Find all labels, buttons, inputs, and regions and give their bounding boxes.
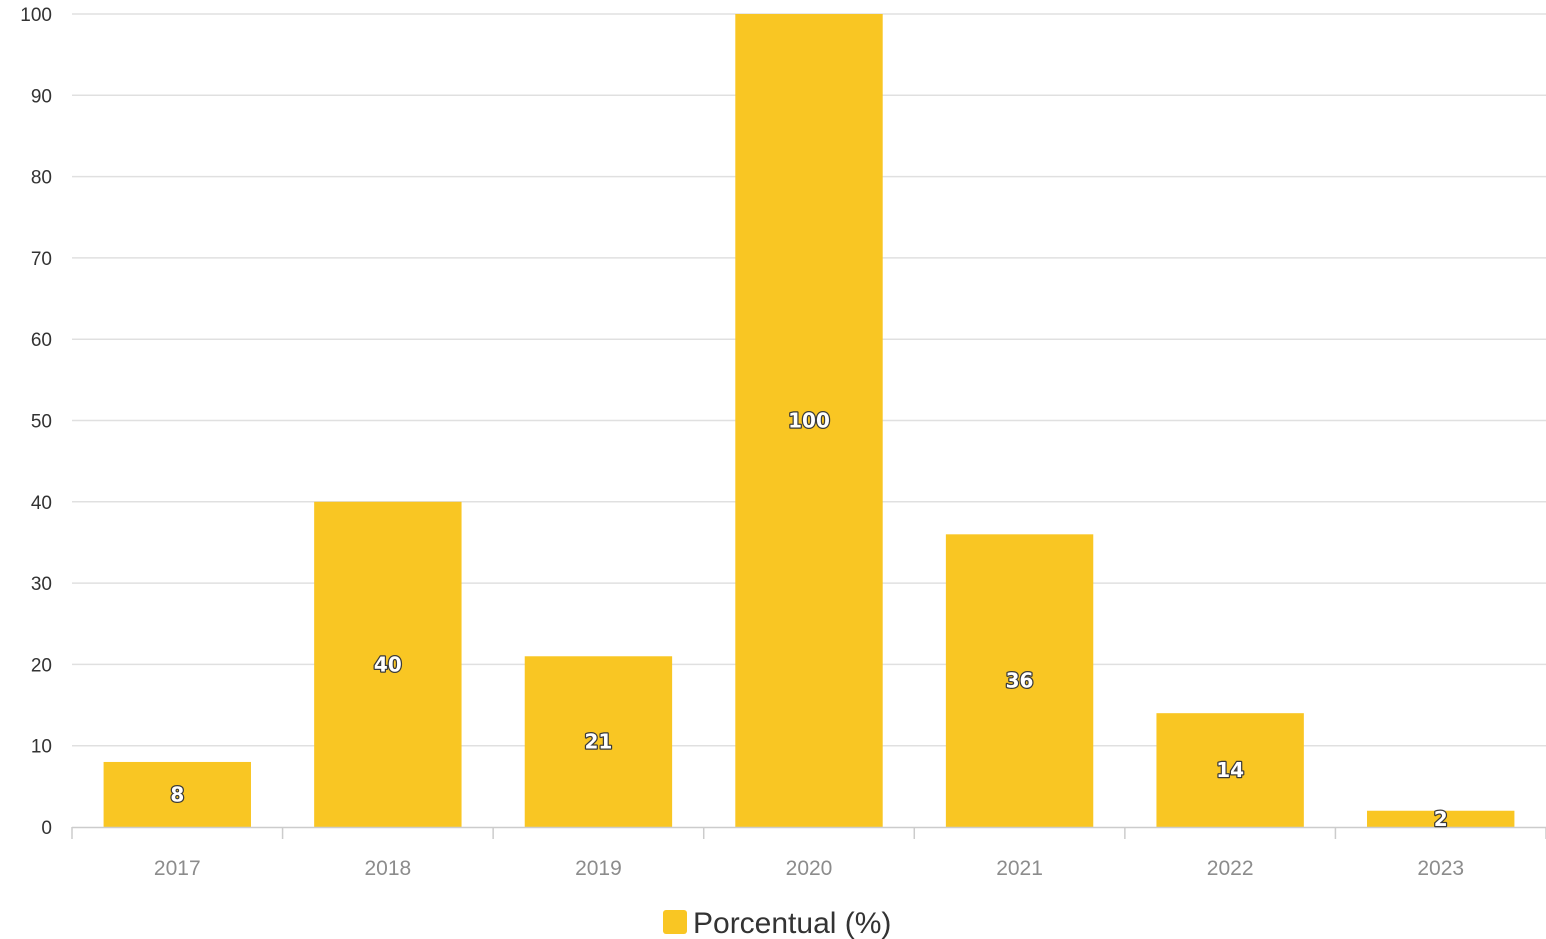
x-tick-label: 2023	[1417, 857, 1464, 880]
data-label: 36	[1006, 669, 1034, 693]
data-label: 14	[1216, 758, 1244, 782]
y-tick-label: 30	[31, 574, 52, 595]
legend-swatch	[663, 910, 687, 934]
x-tick-label: 2018	[364, 857, 411, 880]
y-tick-label: 0	[41, 818, 52, 839]
y-tick-label: 10	[31, 737, 52, 758]
bar[interactable]	[945, 534, 1094, 827]
bars	[103, 14, 1515, 827]
x-tick-label: 2020	[786, 857, 833, 880]
y-axis-tick-labels: 0 10 20 30 40 50 60 70 80 90 100	[20, 5, 52, 839]
data-label: 100	[788, 409, 830, 433]
bar[interactable]	[1367, 810, 1515, 827]
legend[interactable]: Porcentual (%)	[663, 907, 891, 939]
x-tick-label: 2021	[996, 857, 1043, 880]
data-label: 21	[585, 730, 613, 754]
y-tick-label: 80	[31, 168, 52, 189]
x-tick-label: 2022	[1207, 857, 1254, 880]
bar[interactable]	[735, 14, 883, 827]
x-axis: 2017 2018 2019 2020 2021 2022 2023	[71, 826, 1546, 880]
data-labels: 8 40 21 100 36 14 2	[169, 407, 1449, 832]
y-tick-label: 100	[20, 5, 52, 26]
bar[interactable]	[314, 501, 462, 827]
data-label: 40	[374, 652, 402, 676]
legend-label: Porcentual (%)	[693, 907, 891, 939]
x-tick-label: 2017	[154, 857, 201, 880]
bar[interactable]	[1156, 713, 1304, 827]
y-tick-label: 70	[31, 249, 52, 270]
data-label: 2	[1434, 807, 1448, 831]
y-tick-label: 50	[31, 412, 52, 433]
bar[interactable]	[524, 656, 673, 827]
bar[interactable]	[103, 761, 251, 827]
x-tick-label: 2019	[575, 857, 622, 880]
y-tick-label: 40	[31, 493, 52, 514]
y-tick-label: 20	[31, 655, 52, 676]
y-tick-label: 60	[31, 330, 52, 351]
data-label: 8	[170, 782, 184, 806]
y-tick-label: 90	[31, 86, 52, 107]
